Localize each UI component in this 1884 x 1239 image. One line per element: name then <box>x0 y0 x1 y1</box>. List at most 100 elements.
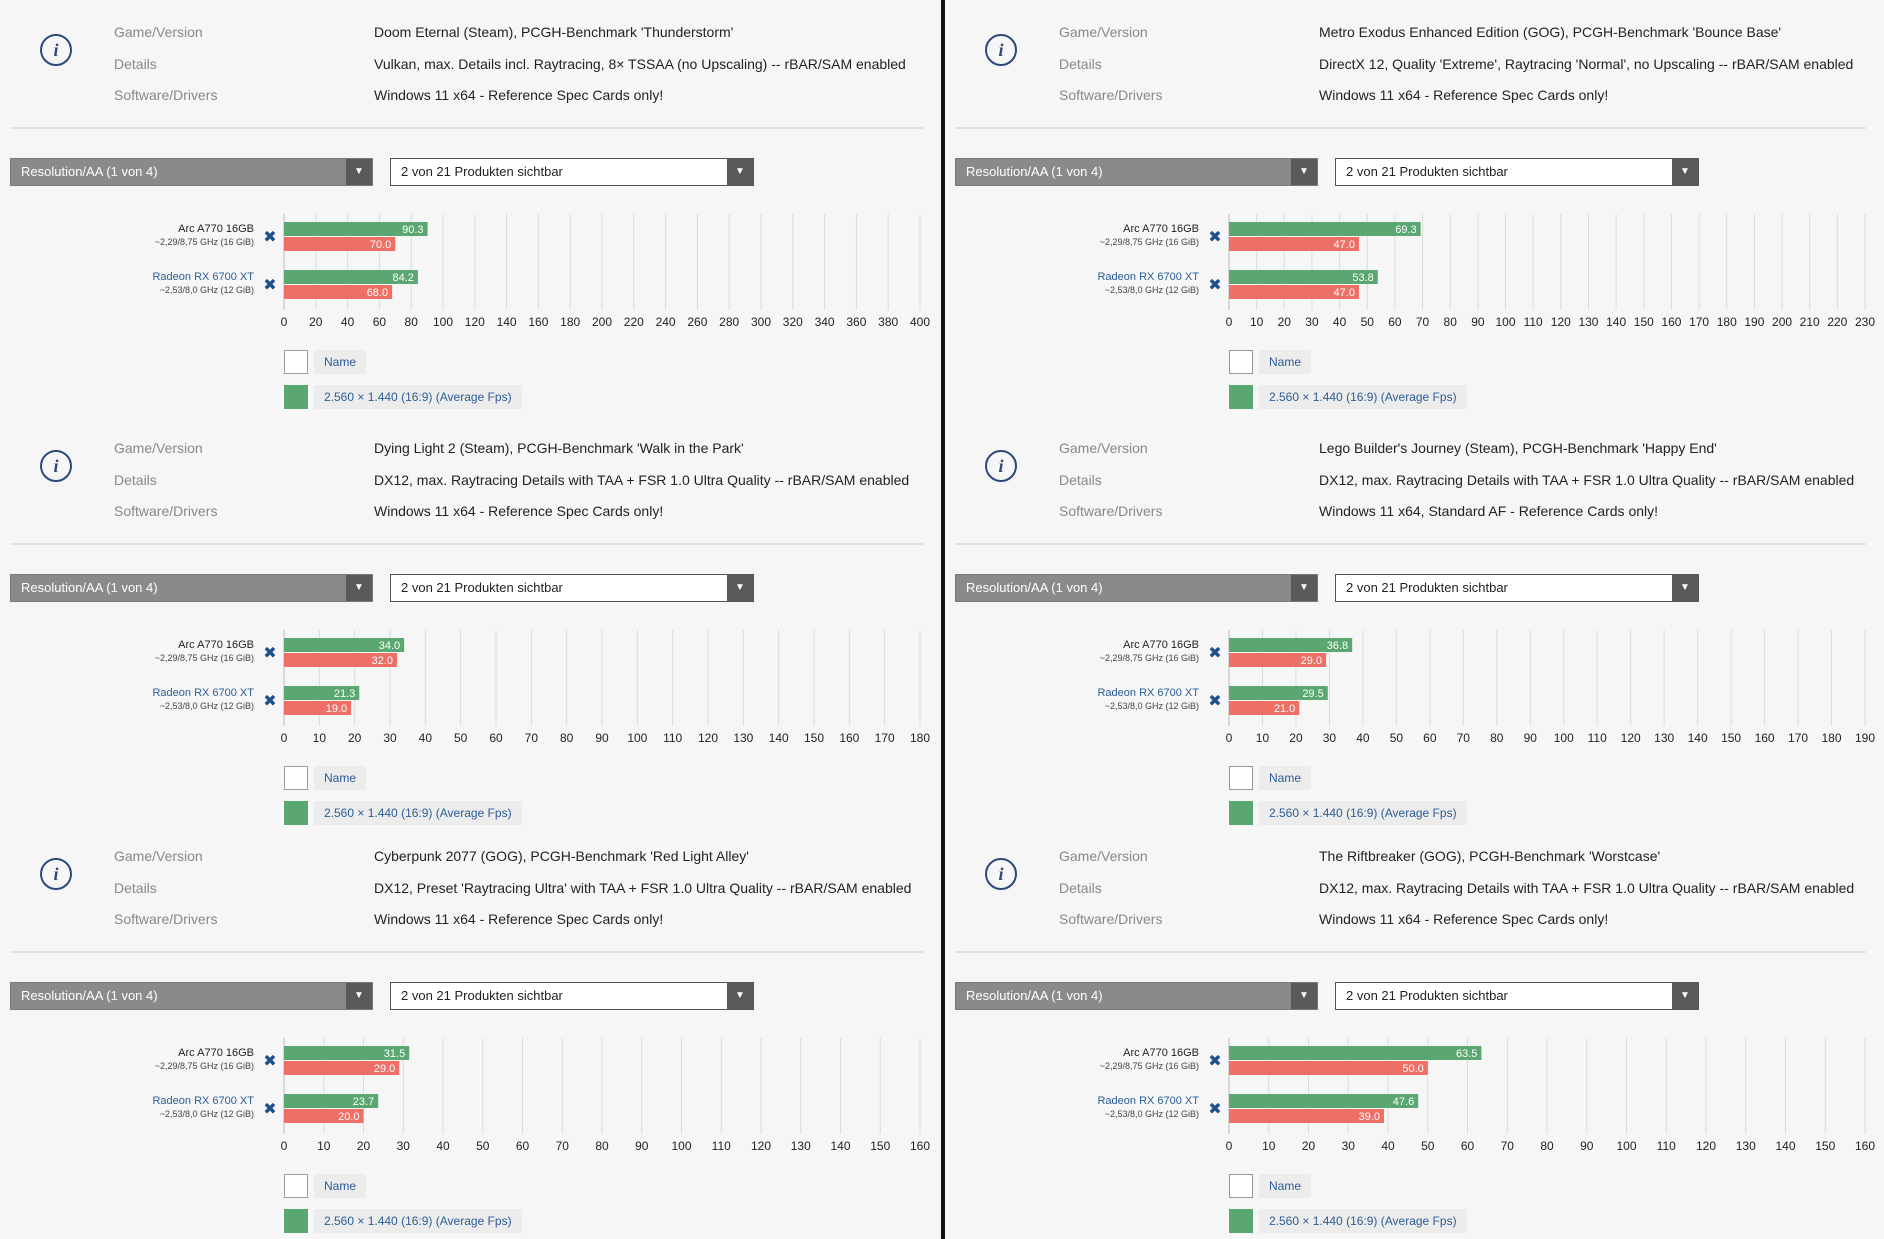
remove-product-icon[interactable]: ✖ <box>1208 227 1221 246</box>
series-legend-swatch[interactable] <box>1229 801 1253 825</box>
series-legend-swatch[interactable] <box>1229 385 1253 409</box>
products-select[interactable]: 2 von 21 Produkten sichtbar ▼ <box>390 982 754 1010</box>
name-legend-label[interactable]: Name <box>1259 350 1312 374</box>
name-legend-checkbox[interactable] <box>284 766 308 790</box>
x-tick-label: 160 <box>528 315 548 329</box>
series-legend-label[interactable]: 2.560 × 1.440 (16:9) (Average Fps) <box>314 801 522 825</box>
x-tick-label: 100 <box>1496 315 1516 329</box>
divider <box>10 543 923 545</box>
name-legend-label[interactable]: Name <box>314 350 367 374</box>
chevron-down-icon[interactable]: ▼ <box>727 159 753 185</box>
x-tick-label: 70 <box>1457 731 1471 745</box>
series-legend-swatch[interactable] <box>284 1209 308 1233</box>
remove-product-icon[interactable]: ✖ <box>1208 1099 1221 1118</box>
game-version-label: Game/Version <box>114 24 203 40</box>
bar-value-label: 32.0 <box>372 655 393 667</box>
remove-product-icon[interactable]: ✖ <box>1208 643 1221 662</box>
bar <box>1229 285 1359 299</box>
chevron-down-icon[interactable]: ▼ <box>1672 575 1698 601</box>
chevron-down-icon[interactable]: ▼ <box>727 575 753 601</box>
chevron-down-icon[interactable]: ▼ <box>1291 983 1317 1009</box>
remove-product-icon[interactable]: ✖ <box>1208 275 1221 294</box>
products-select[interactable]: 2 von 21 Produkten sichtbar ▼ <box>390 574 754 602</box>
bar-value-label: 29.0 <box>374 1063 395 1075</box>
products-select[interactable]: 2 von 21 Produkten sichtbar ▼ <box>1335 158 1699 186</box>
x-tick-label: 20 <box>357 1139 371 1153</box>
game-version-label: Game/Version <box>114 440 203 456</box>
series-legend-swatch[interactable] <box>284 385 308 409</box>
x-tick-label: 110 <box>1588 731 1607 745</box>
series-legend-swatch[interactable] <box>1229 1209 1253 1233</box>
bar-value-label: 21.3 <box>334 688 355 700</box>
name-legend-checkbox[interactable] <box>1229 350 1253 374</box>
products-select[interactable]: 2 von 21 Produkten sichtbar ▼ <box>390 158 754 186</box>
name-legend-checkbox[interactable] <box>284 350 308 374</box>
remove-product-icon[interactable]: ✖ <box>1208 1051 1221 1070</box>
remove-product-icon[interactable]: ✖ <box>263 643 276 662</box>
remove-product-icon[interactable]: ✖ <box>1208 691 1221 710</box>
x-tick-label: 30 <box>1342 1139 1356 1153</box>
name-legend-checkbox[interactable] <box>1229 766 1253 790</box>
resolution-select[interactable]: Resolution/AA (1 von 4) ▼ <box>10 574 373 602</box>
benchmark-panel: i Game/Version Details Software/Drivers … <box>0 416 941 829</box>
info-icon[interactable]: i <box>40 858 72 890</box>
divider <box>955 127 1866 129</box>
info-icon[interactable]: i <box>40 450 72 482</box>
x-tick-label: 20 <box>1289 731 1303 745</box>
resolution-select[interactable]: Resolution/AA (1 von 4) ▼ <box>955 158 1318 186</box>
products-select-label: 2 von 21 Produkten sichtbar <box>1346 988 1508 1003</box>
product-name: Arc A770 16GB <box>178 223 254 235</box>
game-version-label: Game/Version <box>1059 440 1148 456</box>
series-legend-swatch[interactable] <box>284 801 308 825</box>
chevron-down-icon[interactable]: ▼ <box>1291 575 1317 601</box>
series-legend-label[interactable]: 2.560 × 1.440 (16:9) (Average Fps) <box>1259 1209 1467 1233</box>
resolution-select[interactable]: Resolution/AA (1 von 4) ▼ <box>955 982 1318 1010</box>
resolution-select[interactable]: Resolution/AA (1 von 4) ▼ <box>10 158 373 186</box>
product-name: Radeon RX 6700 XT <box>1097 687 1199 699</box>
chevron-down-icon[interactable]: ▼ <box>1291 159 1317 185</box>
chevron-down-icon[interactable]: ▼ <box>346 159 372 185</box>
name-legend-label[interactable]: Name <box>314 1174 367 1198</box>
x-tick-label: 60 <box>1388 315 1402 329</box>
x-tick-label: 60 <box>489 731 503 745</box>
x-tick-label: 30 <box>1305 315 1319 329</box>
details-value: DirectX 12, Quality 'Extreme', Raytracin… <box>1319 56 1854 72</box>
name-legend-label[interactable]: Name <box>1259 766 1312 790</box>
game-version-value: Doom Eternal (Steam), PCGH-Benchmark 'Th… <box>374 24 734 40</box>
chevron-down-icon[interactable]: ▼ <box>1672 983 1698 1009</box>
chevron-down-icon[interactable]: ▼ <box>1672 159 1698 185</box>
series-legend-label[interactable]: 2.560 × 1.440 (16:9) (Average Fps) <box>314 385 522 409</box>
remove-product-icon[interactable]: ✖ <box>263 1099 276 1118</box>
name-legend-checkbox[interactable] <box>284 1174 308 1198</box>
series-legend-label[interactable]: 2.560 × 1.440 (16:9) (Average Fps) <box>1259 385 1467 409</box>
name-legend-label[interactable]: Name <box>314 766 367 790</box>
bar <box>284 686 360 700</box>
info-icon[interactable]: i <box>985 34 1017 66</box>
x-tick-label: 60 <box>373 315 387 329</box>
x-tick-label: 170 <box>1788 731 1808 745</box>
x-tick-label: 90 <box>1524 731 1538 745</box>
x-tick-label: 60 <box>1423 731 1437 745</box>
series-legend-label[interactable]: 2.560 × 1.440 (16:9) (Average Fps) <box>1259 801 1467 825</box>
name-legend-checkbox[interactable] <box>1229 1174 1253 1198</box>
info-icon[interactable]: i <box>985 858 1017 890</box>
info-icon[interactable]: i <box>985 450 1017 482</box>
chevron-down-icon[interactable]: ▼ <box>346 575 372 601</box>
chevron-down-icon[interactable]: ▼ <box>346 983 372 1009</box>
resolution-select[interactable]: Resolution/AA (1 von 4) ▼ <box>955 574 1318 602</box>
remove-product-icon[interactable]: ✖ <box>263 691 276 710</box>
details-value: DX12, max. Raytracing Details with TAA +… <box>1319 880 1855 896</box>
info-icon[interactable]: i <box>40 34 72 66</box>
bar <box>284 270 418 284</box>
resolution-select[interactable]: Resolution/AA (1 von 4) ▼ <box>10 982 373 1010</box>
game-version-label: Game/Version <box>1059 24 1148 40</box>
remove-product-icon[interactable]: ✖ <box>263 227 276 246</box>
products-select[interactable]: 2 von 21 Produkten sichtbar ▼ <box>1335 574 1699 602</box>
x-tick-label: 120 <box>1696 1139 1716 1153</box>
remove-product-icon[interactable]: ✖ <box>263 1051 276 1070</box>
name-legend-label[interactable]: Name <box>1259 1174 1312 1198</box>
series-legend-label[interactable]: 2.560 × 1.440 (16:9) (Average Fps) <box>314 1209 522 1233</box>
products-select[interactable]: 2 von 21 Produkten sichtbar ▼ <box>1335 982 1699 1010</box>
chevron-down-icon[interactable]: ▼ <box>727 983 753 1009</box>
remove-product-icon[interactable]: ✖ <box>263 275 276 294</box>
